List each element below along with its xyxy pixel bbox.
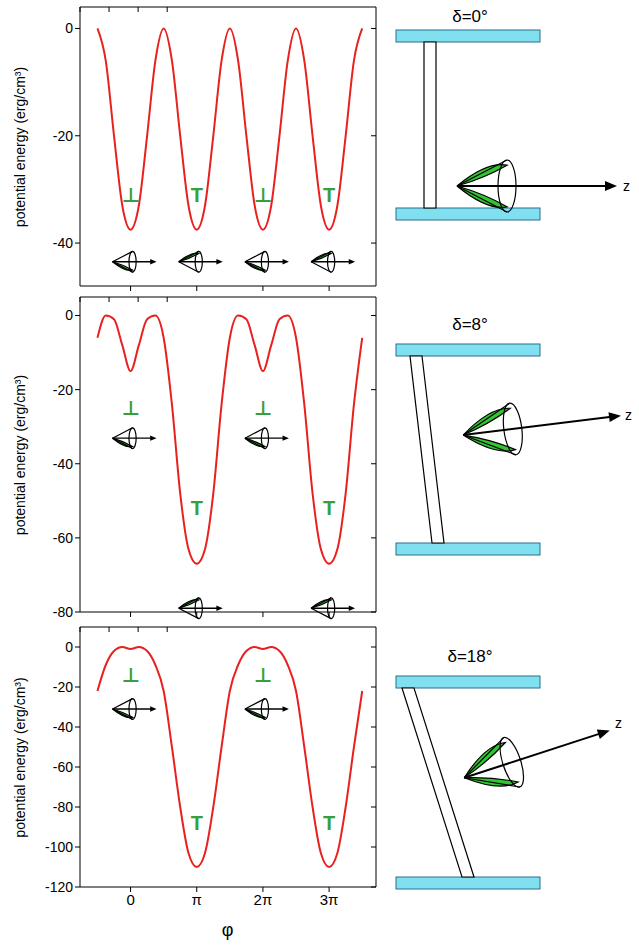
svg-text:-40: -40 (53, 719, 73, 735)
svg-text:T: T (323, 497, 335, 519)
svg-text:0: 0 (126, 891, 134, 908)
svg-text:φ: φ (222, 920, 234, 940)
svg-text:T: T (191, 184, 203, 206)
svg-text:-120: -120 (45, 879, 73, 895)
svg-text:3π: 3π (320, 891, 339, 908)
svg-text:0: 0 (65, 20, 73, 36)
svg-text:⊥: ⊥ (121, 397, 139, 419)
svg-text:0: 0 (65, 639, 73, 655)
svg-text:π: π (192, 891, 202, 908)
svg-text:z: z (625, 407, 632, 423)
svg-text:-20: -20 (53, 128, 73, 144)
svg-text:z: z (623, 178, 630, 194)
svg-text:-80: -80 (53, 799, 73, 815)
svg-text:T: T (323, 812, 335, 834)
svg-text:2π: 2π (254, 891, 273, 908)
svg-text:z: z (615, 715, 622, 731)
svg-text:-40: -40 (53, 235, 73, 251)
svg-text:potential energy (erg/cm³): potential energy (erg/cm³) (12, 375, 28, 535)
svg-text:T: T (191, 812, 203, 834)
svg-text:-60: -60 (53, 759, 73, 775)
svg-text:⊥: ⊥ (254, 664, 272, 686)
svg-text:-20: -20 (53, 679, 73, 695)
svg-text:0: 0 (65, 307, 73, 323)
svg-text:δ=0°: δ=0° (452, 7, 488, 26)
svg-text:⊥: ⊥ (254, 397, 272, 419)
svg-text:δ=18°: δ=18° (447, 647, 492, 666)
svg-text:-100: -100 (45, 839, 73, 855)
svg-text:-20: -20 (53, 382, 73, 398)
svg-text:-40: -40 (53, 456, 73, 472)
svg-text:⊥: ⊥ (254, 184, 272, 206)
svg-text:⊥: ⊥ (121, 184, 139, 206)
svg-text:potential energy (erg/cm³): potential energy (erg/cm³) (12, 677, 28, 837)
svg-text:δ=8°: δ=8° (452, 315, 488, 334)
svg-text:-80: -80 (53, 604, 73, 620)
svg-text:T: T (191, 497, 203, 519)
svg-text:T: T (323, 184, 335, 206)
svg-text:potential energy (erg/cm³): potential energy (erg/cm³) (12, 67, 28, 227)
svg-text:-60: -60 (53, 530, 73, 546)
svg-text:⊥: ⊥ (121, 664, 139, 686)
